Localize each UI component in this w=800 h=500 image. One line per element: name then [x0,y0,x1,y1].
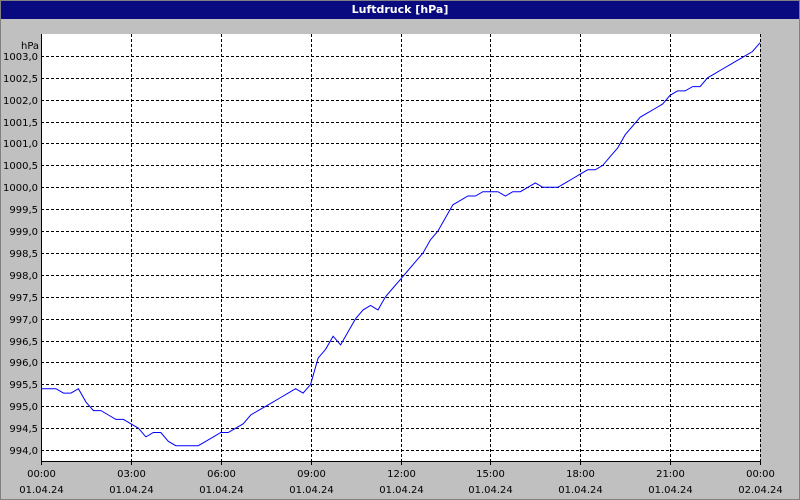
x-tick-date-label: 01.04.24 [558,485,603,496]
plot-area [41,34,760,461]
x-tick-time-label: 00:00 [27,469,56,480]
x-tick-date-label: 01.04.24 [199,485,244,496]
y-tick-label: 1001,0 [3,139,38,150]
y-tick-label: 1001,5 [3,118,38,129]
x-tick-time-label: 15:00 [476,469,505,480]
y-tick-label: 1002,5 [3,74,38,85]
y-tick-label: 995,0 [9,402,38,413]
pressure-series-line [41,42,761,447]
x-tick-date-label: 01.04.24 [648,485,693,496]
y-tick-label: 999,5 [9,205,38,216]
y-tick-label: 997,5 [9,293,38,304]
x-tick-date-label: 01.04.24 [379,485,424,496]
y-tick-label: 1000,5 [3,161,38,172]
x-tick-time-label: 09:00 [297,469,326,480]
x-tick-date-label: 01.04.24 [289,485,334,496]
y-tick-label: 995,5 [9,380,38,391]
x-tick-date-label: 01.04.24 [468,485,513,496]
x-tick-date-label: 01.04.24 [109,485,154,496]
y-tick-label: 994,5 [9,424,38,435]
x-tick-date-label: 01.04.24 [19,485,64,496]
y-tick-label: 996,0 [9,358,38,369]
x-tick-time-label: 12:00 [387,469,416,480]
y-tick-label: 996,5 [9,337,38,348]
y-axis-unit-label: hPa [21,41,39,52]
x-tick-time-label: 21:00 [656,469,685,480]
y-tick-label: 994,0 [9,446,38,457]
window-title: Luftdruck [hPa] [1,1,799,19]
y-tick-label: 1003,0 [3,52,38,63]
x-tick-time-label: 03:00 [117,469,146,480]
y-tick-label: 1002,0 [3,96,38,107]
x-tick-date-label: 02.04.24 [738,485,783,496]
y-tick-label: 998,5 [9,249,38,260]
y-tick-label: 999,0 [9,227,38,238]
x-tick-time-label: 06:00 [207,469,236,480]
y-tick-label: 997,0 [9,315,38,326]
x-tick-time-label: 00:00 [746,469,775,480]
y-tick-label: 998,0 [9,271,38,282]
y-tick-label: 1000,0 [3,183,38,194]
x-tick-time-label: 18:00 [566,469,595,480]
